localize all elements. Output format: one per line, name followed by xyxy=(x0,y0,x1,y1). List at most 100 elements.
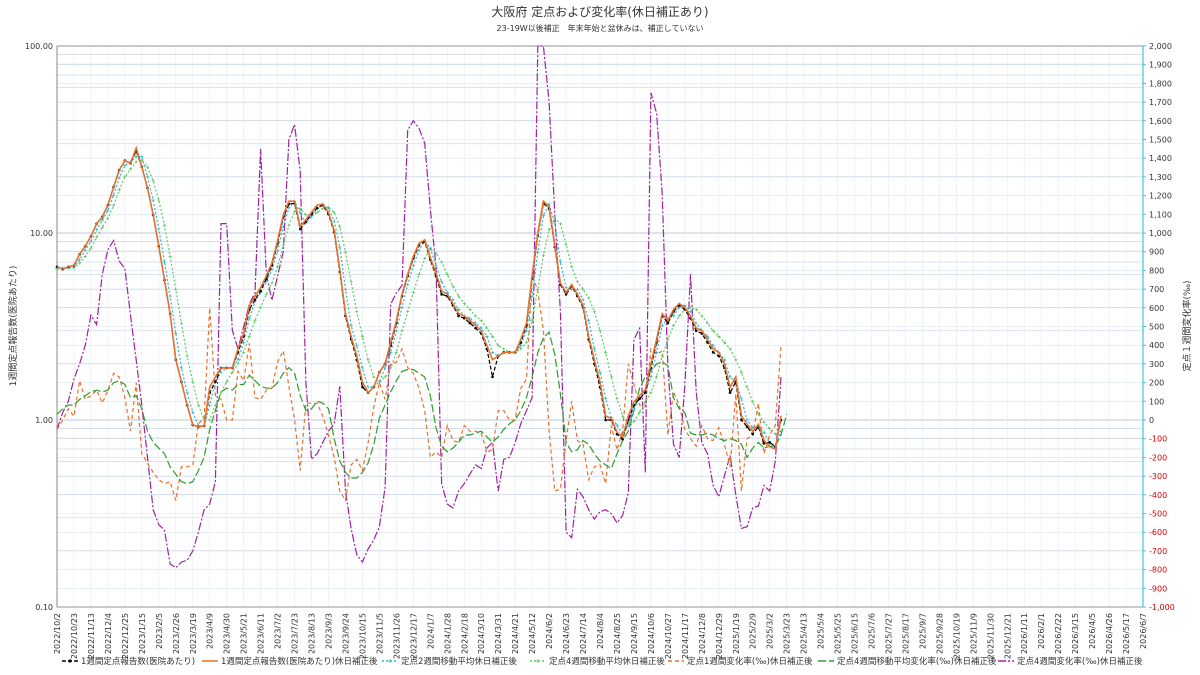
series-point xyxy=(242,340,246,344)
series-point xyxy=(728,391,732,394)
series-point xyxy=(236,362,240,366)
series-point xyxy=(417,248,421,252)
series-point xyxy=(134,160,138,164)
x-tick-label: 2024/2/18 xyxy=(460,613,469,654)
x-tick-label: 2025/7/6 xyxy=(868,613,877,649)
series-point xyxy=(632,407,636,411)
series-point xyxy=(474,326,477,330)
series-point xyxy=(411,263,415,268)
series-point xyxy=(157,198,161,202)
series-point xyxy=(400,305,404,310)
series-point xyxy=(434,251,438,255)
x-tick-label: 2025/9/28 xyxy=(935,613,944,654)
series-point xyxy=(451,284,455,288)
x-tick-label: 2024/8/25 xyxy=(613,613,622,654)
x-tick-label: 2023/9/3 xyxy=(325,613,334,649)
series-point xyxy=(756,412,760,416)
series-point xyxy=(264,292,268,296)
x-tick-label: 2024/5/12 xyxy=(528,613,537,654)
series-point xyxy=(383,366,387,370)
series-point xyxy=(332,210,336,214)
series-point xyxy=(89,239,93,244)
series-point xyxy=(575,287,579,291)
series-point xyxy=(236,358,240,362)
series-point xyxy=(343,287,348,291)
x-tick-label: 2025/5/25 xyxy=(834,613,843,654)
x-tick-label: 2024/6/2 xyxy=(545,613,554,649)
series-line xyxy=(56,159,782,435)
x-tick-label: 2024/10/6 xyxy=(647,613,656,654)
right-tick-label: -400 xyxy=(1149,491,1167,500)
right-tick-label: 1,400 xyxy=(1149,154,1172,163)
x-tick-label: 2025/9/7 xyxy=(918,613,927,649)
series-point xyxy=(609,375,613,379)
series-point xyxy=(479,319,483,323)
series-point xyxy=(168,294,172,298)
right-tick-label: 200 xyxy=(1149,379,1164,388)
series-point xyxy=(134,155,138,159)
series-point xyxy=(473,321,478,325)
series-point xyxy=(671,323,676,328)
series-point xyxy=(208,403,212,407)
series-point xyxy=(456,294,461,298)
right-tick-label: 900 xyxy=(1149,248,1164,257)
series-point xyxy=(745,385,749,389)
right-tick-label: 1,700 xyxy=(1149,98,1172,107)
series-point xyxy=(151,179,155,183)
right-tick-label: 1,300 xyxy=(1149,173,1172,182)
x-tick-label: 2025/11/9 xyxy=(969,613,978,654)
series-point xyxy=(632,420,636,424)
x-tick-label: 2024/12/29 xyxy=(715,613,724,659)
x-tick-label: 2024/6/23 xyxy=(562,613,571,654)
series-point xyxy=(762,442,766,445)
series-point xyxy=(587,319,591,323)
series-point xyxy=(151,198,155,202)
series-point xyxy=(270,281,274,285)
series-point xyxy=(94,228,99,232)
series-point xyxy=(536,250,540,254)
right-tick-label: 2,000 xyxy=(1149,42,1172,51)
series-point xyxy=(564,286,568,290)
series-point xyxy=(185,391,189,395)
x-tick-label: 2023/10/15 xyxy=(358,613,367,659)
legend-marker xyxy=(536,659,540,663)
series-point xyxy=(643,400,647,404)
series-point xyxy=(174,287,178,291)
right-tick-label: 1,600 xyxy=(1149,117,1172,126)
x-tick-label: 2022/10/23 xyxy=(70,613,79,659)
series-line xyxy=(56,273,782,503)
right-tick-label: 1,900 xyxy=(1149,61,1172,70)
series-point xyxy=(162,260,167,264)
series-point xyxy=(688,305,693,310)
series-point xyxy=(208,418,212,422)
x-tick-label: 2023/8/13 xyxy=(308,613,317,654)
left-tick-label: 100.00 xyxy=(25,42,53,51)
series-point xyxy=(179,366,184,370)
series-point xyxy=(292,210,297,214)
series-point xyxy=(111,204,116,208)
series-point xyxy=(462,316,466,320)
right-tick-label: 500 xyxy=(1149,323,1164,332)
series-point xyxy=(259,305,263,310)
series-point xyxy=(621,414,625,418)
series-point xyxy=(179,321,184,325)
x-tick-label: 2026/2/1 xyxy=(1037,613,1046,649)
series-layer xyxy=(55,45,788,569)
series-point xyxy=(711,351,715,354)
series-point xyxy=(654,350,659,354)
series-point xyxy=(287,223,291,227)
series-point xyxy=(253,319,257,323)
series-point xyxy=(479,326,483,330)
series-point xyxy=(717,334,721,338)
series-point xyxy=(587,296,591,300)
series-point xyxy=(428,246,432,250)
series-point xyxy=(361,385,364,389)
series-point xyxy=(592,347,596,351)
x-tick-label: 2023/11/26 xyxy=(392,613,401,659)
series-point xyxy=(185,354,189,358)
right-axis-label: 定点１週間変化率(‰) xyxy=(1181,280,1193,371)
series-point xyxy=(592,309,596,314)
legend-label: 定点4週間移動平均休日補正後 xyxy=(549,656,665,667)
right-tick-label: -700 xyxy=(1149,547,1167,556)
right-tick-label: 1,200 xyxy=(1149,192,1172,201)
